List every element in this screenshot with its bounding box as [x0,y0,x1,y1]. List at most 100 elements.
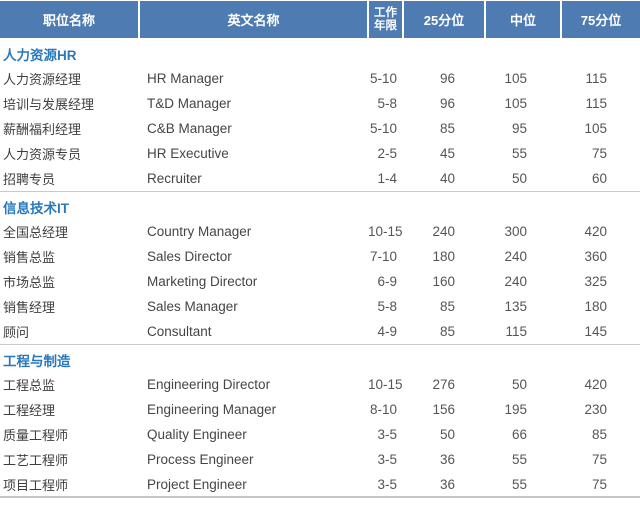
col-header-years: 工作 年限 [367,1,403,38]
cell-position-en: Engineering Manager [147,402,277,417]
cell-years: 4-9 [377,323,397,339]
table-row: 质量工程师 Quality Engineer 3-5 50 66 85 [0,422,640,447]
table-row: 工程总监 Engineering Director 10-15 276 50 420 [0,372,640,397]
cell-p25: 156 [432,402,455,417]
cell-p75: 325 [584,274,607,289]
cell-years: 3-5 [377,427,397,442]
cell-years: 10-15 [368,377,403,392]
cell-p75: 115 [585,96,607,111]
cell-years: 5-10 [369,71,397,86]
cell-position-cn: 培训与发展经理 [3,97,95,112]
table-row: 项目工程师 Project Engineer 3-5 36 55 75 [0,472,640,497]
table-row: 培训与发展经理 T&D Manager 5-8 96 105 115 [0,91,640,116]
cell-position-cn: 人力资源专员 [3,147,82,162]
cell-p25: 36 [439,476,455,492]
cell-p75: 230 [584,402,607,417]
cell-median: 95 [511,121,527,136]
section-title: 信息技术IT [3,200,69,216]
cell-p25: 96 [439,71,455,86]
table-section: 人力资源HR 人力资源经理 HR Manager 5-10 96 105 115 培训与发展经… [0,38,640,191]
cell-position-en: HR Executive [147,146,229,161]
cell-p75: 75 [591,146,607,161]
col-header-years-line2: 年限 [374,19,397,32]
cell-position-en: T&D Manager [147,96,232,111]
col-header-position-en: 英文名称 [138,1,368,38]
cell-position-en: Consultant [147,323,212,339]
table-row: 工程经理 Engineering Manager 8-10 156 195 230 [0,397,640,422]
cell-years: 2-5 [377,146,397,161]
cell-position-en: Engineering Director [147,377,271,392]
cell-p75: 420 [584,377,607,392]
table-row: 顾问 Consultant 4-9 85 115 145 [0,319,640,344]
table-section: 工程与制造工程总监 Engineering Director 10-15 276 50 4… [0,344,640,497]
cell-p25: 45 [439,146,455,161]
cell-position-en: HR Manager [147,71,224,86]
cell-p25: 240 [432,224,455,239]
cell-position-cn: 销售经理 [3,300,56,315]
cell-median: 300 [504,224,527,239]
cell-p75: 60 [591,170,607,186]
cell-p25: 85 [439,121,455,136]
cell-median: 105 [504,96,527,111]
col-header-median: 中位 [484,1,561,38]
cell-years: 3-5 [377,452,397,467]
cell-median: 55 [511,452,527,467]
cell-p75: 180 [584,299,607,314]
table-row: 工艺工程师 Process Engineer 3-5 36 55 75 [0,447,640,472]
cell-p25: 85 [439,323,455,339]
cell-p25: 50 [439,427,455,442]
cell-position-en: C&B Manager [147,121,232,136]
table-row: 市场总监 Marketing Director 6-9 160 240 325 [0,269,640,294]
section-title-row: 信息技术IT [0,191,640,219]
col-header-p25: 25分位 [402,1,485,38]
cell-median: 135 [504,299,527,314]
cell-p75: 85 [591,427,607,442]
table-row: 人力资源专员 HR Executive 2-5 45 55 75 [0,141,640,166]
cell-position-en: Sales Director [147,249,232,264]
cell-median: 240 [504,249,527,264]
cell-years: 5-10 [369,121,397,136]
cell-years: 7-10 [369,249,397,264]
cell-p25: 36 [439,452,455,467]
cell-position-cn: 招聘专员 [3,171,56,187]
salary-table: 职位名称 英文名称 工作 年限 25分位 中位 75分位 人力资源HR 人力资源经… [0,1,640,498]
cell-position-cn: 人力资源经理 [3,72,82,87]
cell-position-en: Process Engineer [147,452,254,467]
table-row: 薪酬福利经理 C&B Manager 5-10 85 95 105 [0,116,640,141]
cell-p25: 160 [432,274,455,289]
cell-position-en: Country Manager [147,224,252,239]
cell-position-cn: 工程总监 [3,378,56,393]
table-row: 全国总经理 Country Manager 10-15 240 300 420 [0,219,640,244]
cell-position-en: Recruiter [147,170,202,186]
header-row: 职位名称 英文名称 工作 年限 25分位 中位 75分位 [0,1,640,38]
table-section: 信息技术IT 全国总经理 Country Manager 10-15 240 300 420… [0,191,640,344]
cell-p75: 145 [584,323,607,339]
cell-median: 66 [511,427,527,442]
table-row: 销售经理 Sales Manager 5-8 85 135 180 [0,294,640,319]
cell-position-cn: 全国总经理 [3,225,69,240]
cell-median: 195 [504,402,527,417]
cell-p75: 420 [584,224,607,239]
section-title: 人力资源HR [3,47,77,63]
cell-p25: 85 [439,299,455,314]
cell-p75: 105 [584,121,607,136]
section-title: 工程与制造 [3,353,71,369]
cell-years: 5-8 [377,299,397,314]
cell-median: 55 [511,476,527,492]
cell-p25: 180 [432,249,455,264]
cell-p75: 360 [584,249,607,264]
col-header-years-line1: 工作 [374,6,397,19]
cell-median: 115 [505,323,527,339]
cell-p25: 40 [439,170,455,186]
cell-p75: 75 [591,452,607,467]
table-header: 职位名称 英文名称 工作 年限 25分位 中位 75分位 [0,1,640,38]
cell-median: 50 [511,377,527,392]
cell-p25: 276 [432,377,455,392]
cell-years: 3-5 [377,476,397,492]
cell-p75: 75 [591,476,607,492]
cell-position-cn: 工程经理 [3,403,56,418]
cell-position-cn: 市场总监 [3,275,56,290]
cell-p75: 115 [585,71,607,86]
cell-median: 55 [511,146,527,161]
